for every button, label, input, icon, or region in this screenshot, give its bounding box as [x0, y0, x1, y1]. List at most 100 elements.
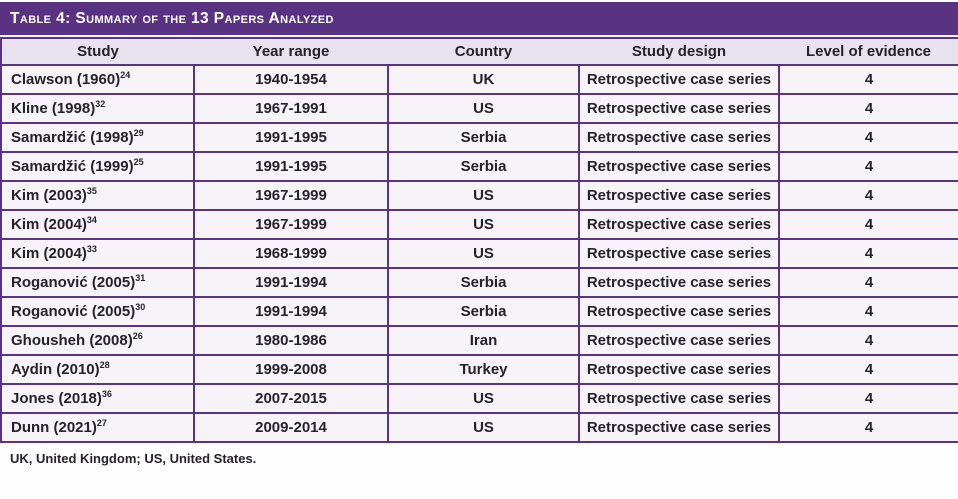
study-design-cell: Retrospective case series	[578, 412, 780, 443]
study-design-cell: Retrospective case series	[578, 354, 780, 385]
col-header-country: Country	[388, 37, 579, 66]
reference-number: 24	[120, 70, 131, 80]
table-row: Samardžić (1999)25 1991-1995 Serbia Retrosp…	[0, 151, 958, 182]
study-cell: Clawson (1960)24	[0, 64, 195, 95]
col-header-year-range: Year range	[194, 37, 388, 66]
study-citation: Ghousheh (2008)	[11, 332, 133, 349]
level-of-evidence-cell: 4	[778, 296, 958, 327]
level-of-evidence-cell: 4	[778, 354, 958, 385]
level-of-evidence-cell: 4	[778, 122, 958, 153]
study-cell: Kim (2004)33	[0, 238, 195, 269]
reference-number: 35	[86, 186, 97, 196]
study-cell: Kline (1998)32	[0, 93, 195, 124]
country-cell: Serbia	[387, 151, 580, 182]
year-range-cell: 2007-2015	[193, 383, 389, 414]
study-design-cell: Retrospective case series	[578, 325, 780, 356]
study-design-cell: Retrospective case series	[578, 64, 780, 95]
study-citation: Dunn (2021)	[11, 419, 97, 436]
table-title: Table 4: Summary of the 13 Papers Analyz…	[10, 9, 334, 27]
study-design-cell: Retrospective case series	[578, 383, 780, 414]
table-row: Roganović (2005)31 1991-1994 Serbia Retrosp…	[0, 267, 958, 298]
table-row: Ghousheh (2008)26 1980-1986 Iran Retrospect…	[0, 325, 958, 356]
study-cell: Roganović (2005)30	[0, 296, 195, 327]
table-row: Clawson (1960)24 1940-1954 UK Retrospective…	[0, 64, 958, 95]
study-design-cell: Retrospective case series	[578, 180, 780, 211]
summary-table: Study Year range Country Study design Le…	[0, 37, 958, 443]
table-row: Jones (2018)36 2007-2015 US Retrospective c…	[0, 383, 958, 414]
level-of-evidence-cell: 4	[778, 64, 958, 95]
study-design-cell: Retrospective case series	[578, 122, 780, 153]
year-range-cell: 1991-1995	[193, 122, 389, 153]
year-range-cell: 1940-1954	[193, 64, 389, 95]
col-header-level-of-evidence: Level of evidence	[779, 37, 958, 66]
year-range-cell: 2009-2014	[193, 412, 389, 443]
year-range-cell: 1980-1986	[193, 325, 389, 356]
year-range-cell: 1991-1995	[193, 151, 389, 182]
table-body: Clawson (1960)24 1940-1954 UK Retrospective…	[0, 64, 958, 443]
reference-number: 33	[86, 244, 97, 254]
col-header-study-design: Study design	[579, 37, 779, 66]
reference-number: 32	[95, 99, 106, 109]
study-citation: Roganović (2005)	[11, 274, 136, 291]
reference-number: 28	[99, 360, 110, 370]
study-citation: Kim (2003)	[11, 187, 87, 204]
study-design-cell: Retrospective case series	[578, 209, 780, 240]
reference-number: 29	[133, 128, 144, 138]
level-of-evidence-cell: 4	[778, 325, 958, 356]
country-cell: Iran	[387, 325, 580, 356]
study-citation: Samardžić (1998)	[11, 129, 134, 146]
study-cell: Samardžić (1999)25	[0, 151, 195, 182]
reference-number: 27	[96, 418, 107, 428]
country-cell: UK	[387, 64, 580, 95]
year-range-cell: 1991-1994	[193, 267, 389, 298]
country-cell: Serbia	[387, 122, 580, 153]
country-cell: Turkey	[387, 354, 580, 385]
col-header-study: Study	[0, 37, 194, 66]
study-design-cell: Retrospective case series	[578, 238, 780, 269]
study-citation: Kline (1998)	[11, 100, 96, 117]
table-title-bar: Table 4: Summary of the 13 Papers Analyz…	[0, 2, 958, 35]
table-row: Kim (2004)33 1968-1999 US Retrospective cas…	[0, 238, 958, 269]
year-range-cell: 1967-1991	[193, 93, 389, 124]
level-of-evidence-cell: 4	[778, 238, 958, 269]
study-citation: Kim (2004)	[11, 245, 87, 262]
level-of-evidence-cell: 4	[778, 412, 958, 443]
level-of-evidence-cell: 4	[778, 383, 958, 414]
year-range-cell: 1967-1999	[193, 180, 389, 211]
table-row: Dunn (2021)27 2009-2014 US Retrospective ca…	[0, 412, 958, 443]
study-cell: Dunn (2021)27	[0, 412, 195, 443]
country-cell: US	[387, 93, 580, 124]
table-row: Kim (2004)34 1967-1999 US Retrospective cas…	[0, 209, 958, 240]
study-citation: Clawson (1960)	[11, 71, 121, 88]
study-citation: Aydin (2010)	[11, 361, 100, 378]
study-cell: Samardžić (1998)29	[0, 122, 195, 153]
table-row: Samardžić (1998)29 1991-1995 Serbia Retrosp…	[0, 122, 958, 153]
table-row: Kim (2003)35 1967-1999 US Retrospective cas…	[0, 180, 958, 211]
country-cell: US	[387, 238, 580, 269]
study-design-cell: Retrospective case series	[578, 151, 780, 182]
country-cell: US	[387, 412, 580, 443]
study-citation: Kim (2004)	[11, 216, 87, 233]
year-range-cell: 1967-1999	[193, 209, 389, 240]
study-design-cell: Retrospective case series	[578, 267, 780, 298]
reference-number: 36	[101, 389, 112, 399]
level-of-evidence-cell: 4	[778, 180, 958, 211]
year-range-cell: 1999-2008	[193, 354, 389, 385]
country-cell: Serbia	[387, 267, 580, 298]
study-design-cell: Retrospective case series	[578, 296, 780, 327]
level-of-evidence-cell: 4	[778, 267, 958, 298]
study-cell: Kim (2004)34	[0, 209, 195, 240]
study-cell: Jones (2018)36	[0, 383, 195, 414]
study-cell: Ghousheh (2008)26	[0, 325, 195, 356]
table-row: Kline (1998)32 1967-1991 US Retrospective c…	[0, 93, 958, 124]
study-design-cell: Retrospective case series	[578, 93, 780, 124]
country-cell: US	[387, 383, 580, 414]
country-cell: Serbia	[387, 296, 580, 327]
study-citation: Samardžić (1999)	[11, 158, 134, 175]
reference-number: 30	[135, 302, 146, 312]
table-row: Roganović (2005)30 1991-1994 Serbia Retrosp…	[0, 296, 958, 327]
country-cell: US	[387, 209, 580, 240]
level-of-evidence-cell: 4	[778, 93, 958, 124]
reference-number: 25	[133, 157, 144, 167]
